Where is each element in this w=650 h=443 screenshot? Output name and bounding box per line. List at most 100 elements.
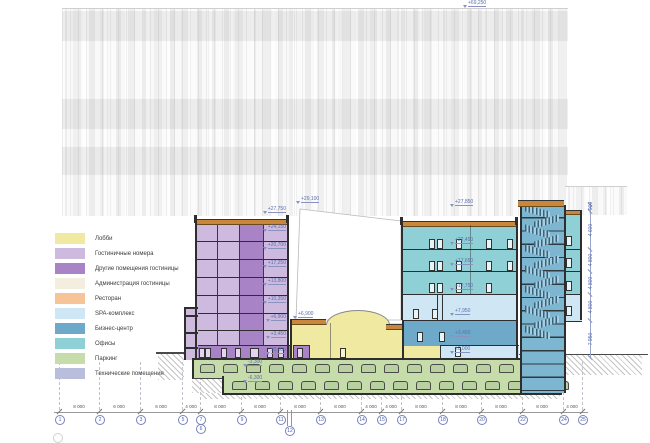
door-glyph bbox=[205, 348, 211, 358]
axis-bubble: 3 bbox=[136, 415, 146, 425]
dim-label: 8 000 bbox=[455, 404, 467, 409]
legend-label: Лобби bbox=[95, 235, 113, 242]
tower-wall bbox=[516, 217, 518, 358]
wall-line bbox=[217, 331, 218, 346]
legend-row: Ресторан bbox=[55, 293, 179, 304]
parapet-post bbox=[400, 217, 403, 225]
legend-swatch bbox=[55, 248, 85, 259]
elevation-mark: +6,900 bbox=[265, 314, 286, 322]
legend-label: SPA-комплекс bbox=[95, 310, 135, 317]
elevation-mark: +6,900 bbox=[292, 311, 314, 319]
elevation-mark: +27,850 bbox=[449, 199, 474, 207]
wall-line bbox=[217, 260, 218, 278]
hotel-floor-band bbox=[195, 277, 289, 296]
stair-flight bbox=[534, 214, 559, 229]
legend-swatch bbox=[55, 278, 85, 289]
ground-line-left bbox=[156, 352, 184, 354]
axis-bubble: 5 bbox=[178, 415, 188, 425]
dim-label: 8 000 bbox=[294, 404, 306, 409]
axis-bubble: 22 bbox=[518, 415, 528, 425]
parapet-post bbox=[515, 217, 518, 225]
axis-bubble: 9 bbox=[237, 415, 247, 425]
door-glyph bbox=[340, 348, 346, 358]
door-glyph bbox=[566, 258, 572, 268]
car-icon bbox=[269, 364, 284, 373]
elevation-mark-top-facade: +69,250 bbox=[462, 0, 487, 8]
car-icon bbox=[315, 364, 330, 373]
floor-slab-line bbox=[186, 347, 198, 349]
axis-bubble: 14 bbox=[357, 415, 367, 425]
axis-bubble: 17 bbox=[397, 415, 407, 425]
vertical-dim: 4 800 bbox=[588, 276, 594, 290]
stair-tower bbox=[520, 204, 566, 393]
legend-swatch bbox=[55, 263, 85, 274]
lobby-roof-deck-right bbox=[386, 324, 403, 330]
door-glyph bbox=[429, 283, 435, 293]
elevation-mark: +29,100 bbox=[295, 196, 320, 204]
door-glyph bbox=[429, 261, 435, 271]
tower-wall bbox=[287, 219, 289, 358]
ground-hatch-bottom bbox=[200, 393, 560, 399]
facade-band bbox=[62, 99, 568, 129]
dim-label: 8 000 bbox=[334, 404, 346, 409]
tower-wall bbox=[402, 320, 404, 358]
parapet-post bbox=[194, 215, 197, 223]
elevation-mark: +12,750 bbox=[449, 283, 474, 291]
floor-slab-line bbox=[186, 315, 198, 317]
left-tower-roof-deck bbox=[196, 219, 288, 225]
door-glyph bbox=[437, 261, 443, 271]
axis-line bbox=[582, 362, 583, 410]
lobby-ground-extension bbox=[403, 345, 440, 359]
car-icon bbox=[370, 381, 385, 390]
right-tower-roof-deck bbox=[402, 221, 518, 227]
door-glyph bbox=[486, 239, 492, 249]
legend-label: Другие помещения гостиницы bbox=[95, 265, 179, 272]
car-icon bbox=[246, 364, 261, 373]
door-glyph bbox=[566, 236, 572, 246]
facade-band bbox=[62, 11, 568, 41]
car-row bbox=[232, 381, 569, 390]
hotel-core-cell bbox=[239, 314, 264, 331]
door-glyph bbox=[429, 239, 435, 249]
car-icon bbox=[255, 381, 270, 390]
door-glyph bbox=[437, 239, 443, 249]
wall-line bbox=[442, 294, 443, 320]
ground-hatch-right bbox=[562, 355, 642, 375]
elevation-mark: +17,250 bbox=[262, 260, 286, 268]
car-icon bbox=[200, 364, 215, 373]
elevation-mark: +24,150 bbox=[262, 224, 286, 232]
car-icon bbox=[301, 381, 316, 390]
parapet-post bbox=[286, 215, 289, 223]
car-icon bbox=[361, 364, 376, 373]
hotel-core-cell bbox=[239, 296, 264, 314]
axis-line bbox=[59, 362, 60, 410]
ground-hatch-step bbox=[192, 376, 222, 393]
car-icon bbox=[499, 364, 514, 373]
annex-wall bbox=[580, 210, 582, 320]
axis-bubble: 2 bbox=[95, 415, 105, 425]
axis-bubble-sub: 12 bbox=[285, 426, 295, 436]
door-glyph bbox=[250, 348, 259, 358]
car-icon bbox=[347, 381, 362, 390]
axis-bubble: 15 bbox=[377, 415, 387, 425]
door-glyph bbox=[235, 348, 241, 358]
axis-bubble: 13 bbox=[316, 415, 326, 425]
elevation-mark: +27,750 bbox=[262, 206, 286, 214]
door-glyph bbox=[486, 283, 492, 293]
dim-label: 8 000 bbox=[214, 404, 226, 409]
legend: Лобби Гостиничные номера Другие помещени… bbox=[55, 233, 179, 379]
door-glyph bbox=[486, 261, 492, 271]
car-icon bbox=[324, 381, 339, 390]
dim-label: 8 000 bbox=[254, 404, 266, 409]
dim-label: 4 000 bbox=[365, 404, 377, 409]
legend-label: Офисы bbox=[95, 340, 116, 347]
axis-bubble-faint bbox=[53, 433, 63, 443]
vertical-dim-line bbox=[590, 202, 591, 358]
door-glyph bbox=[199, 348, 205, 358]
door-glyph bbox=[417, 332, 423, 342]
legend-label: Паркинг bbox=[95, 355, 118, 362]
legend-row: Лобби bbox=[55, 233, 179, 244]
hotel-floor-band bbox=[195, 330, 289, 346]
lobby-roof-deck-left bbox=[290, 319, 326, 325]
wall-line bbox=[217, 296, 218, 314]
